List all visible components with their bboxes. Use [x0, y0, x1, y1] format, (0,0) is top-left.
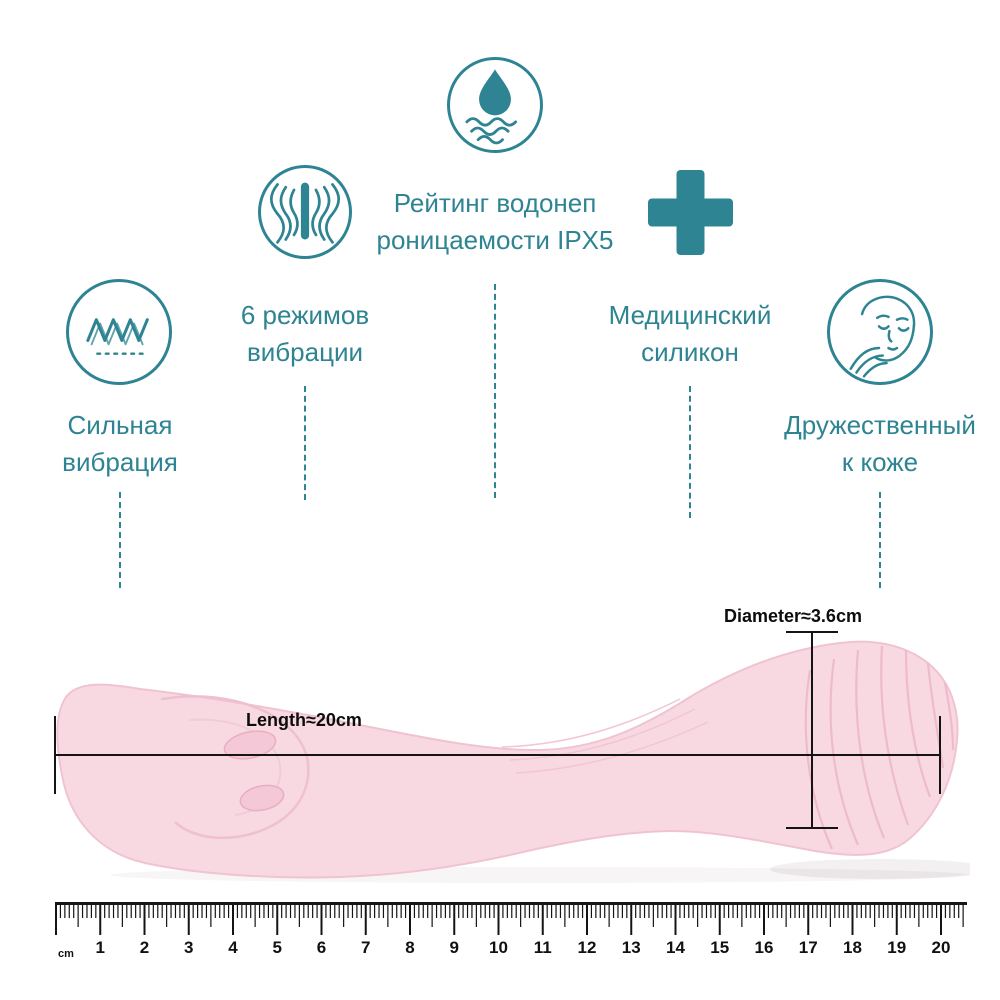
- ruler-ticks: [55, 905, 964, 935]
- length-dimension-line: [55, 754, 940, 756]
- connector-line-vibration-modes: [304, 386, 306, 500]
- ruler-number: 15: [710, 938, 730, 957]
- waterproof-icon: [447, 57, 543, 153]
- ruler-number: 7: [361, 938, 371, 957]
- product-image: [56, 640, 970, 883]
- ruler-numbers: 1 2 3 4 5 6 7 8 9 10 11 12 13 14 15 16 17 18 19 20: [55, 905, 967, 969]
- ruler-number: 17: [798, 938, 818, 957]
- ruler-number: 1: [95, 938, 105, 957]
- ruler-number: 5: [272, 938, 282, 957]
- connector-line-waterproof: [494, 284, 496, 498]
- ruler-unit-label: cm: [58, 948, 74, 960]
- ruler-number: 13: [621, 938, 641, 957]
- ruler-number: 10: [489, 938, 508, 957]
- feature-label-strong-vibration: Сильная вибрация: [62, 410, 178, 477]
- ruler-number: 20: [931, 938, 951, 957]
- strong-vibration-icon: [66, 279, 172, 385]
- ruler-number: 12: [577, 938, 597, 957]
- feature-label-skin-friendly: Дружественный к коже: [784, 410, 976, 477]
- ruler-number: 11: [533, 938, 552, 957]
- ruler-number: 3: [184, 938, 194, 957]
- skin-friendly-icon: [827, 279, 933, 385]
- ruler-number: 16: [754, 938, 774, 957]
- diameter-dimension-line: [811, 631, 813, 829]
- feature-label-vibration-modes: 6 режимов вибрации: [240, 300, 370, 367]
- ruler-number: 2: [139, 938, 150, 957]
- vibration-modes-icon: [258, 165, 352, 259]
- ruler: 1 2 3 4 5 6 7 8 9 10 11 12 13 14 15 16 17 18 19 20 cm: [55, 902, 967, 969]
- ruler-number: 18: [843, 938, 862, 957]
- connector-line-strong-vibration: [119, 492, 121, 588]
- ruler-number: 14: [666, 938, 685, 957]
- medical-cross-icon: [648, 170, 733, 255]
- product-body: [56, 640, 959, 879]
- ruler-number: 4: [228, 938, 238, 957]
- control-buttons: [223, 730, 285, 812]
- diameter-label: Diameter≈3.6cm: [724, 606, 862, 626]
- feature-label-medical-silicone: Медицинский силикон: [608, 300, 772, 367]
- length-label: Length≈20cm: [246, 710, 362, 730]
- length-dimension-tick-left: [54, 716, 56, 794]
- connector-line-medical-silicone: [689, 386, 691, 518]
- ruler-number: 6: [316, 938, 327, 957]
- length-dimension-tick-right: [939, 716, 941, 794]
- ribbed-head-texture: [804, 645, 955, 850]
- connector-line-skin-friendly: [879, 492, 881, 588]
- feature-label-waterproof: Рейтинг водонеп роницаемости IPX5: [376, 188, 614, 255]
- ruler-number: 8: [405, 938, 415, 957]
- ruler-number: 9: [449, 938, 459, 957]
- ruler-number: 19: [887, 938, 907, 957]
